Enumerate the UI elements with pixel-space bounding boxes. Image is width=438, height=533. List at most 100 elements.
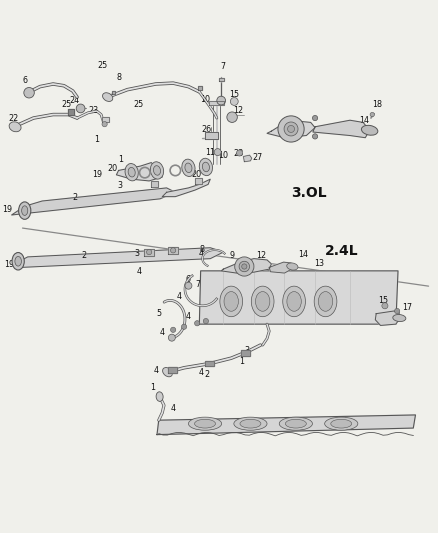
Ellipse shape — [125, 164, 138, 181]
Text: 7: 7 — [221, 62, 226, 71]
Ellipse shape — [12, 253, 24, 270]
Text: 2: 2 — [204, 370, 209, 379]
Ellipse shape — [279, 417, 312, 430]
Ellipse shape — [182, 159, 195, 176]
Text: 4: 4 — [171, 404, 176, 413]
Ellipse shape — [318, 292, 333, 311]
Polygon shape — [102, 117, 109, 123]
Text: 2: 2 — [81, 251, 86, 260]
Ellipse shape — [18, 202, 31, 220]
Circle shape — [168, 334, 175, 341]
Ellipse shape — [361, 125, 378, 135]
Circle shape — [237, 150, 243, 156]
Text: 16: 16 — [381, 315, 391, 324]
Text: 14: 14 — [359, 116, 369, 125]
Ellipse shape — [255, 292, 270, 311]
Ellipse shape — [194, 419, 215, 428]
Ellipse shape — [21, 206, 28, 215]
Polygon shape — [375, 311, 400, 326]
Text: 22: 22 — [9, 114, 19, 123]
Polygon shape — [209, 101, 224, 105]
Text: 17: 17 — [402, 303, 412, 312]
Circle shape — [239, 261, 250, 272]
Polygon shape — [221, 259, 272, 273]
Text: 15: 15 — [229, 90, 239, 99]
Text: 12: 12 — [233, 106, 244, 115]
Text: 6: 6 — [186, 275, 191, 284]
Ellipse shape — [15, 256, 21, 266]
Text: 3: 3 — [244, 346, 250, 355]
Ellipse shape — [234, 417, 267, 430]
Ellipse shape — [9, 122, 21, 132]
Text: 6: 6 — [22, 76, 27, 85]
Text: 1: 1 — [94, 135, 99, 144]
Circle shape — [370, 112, 374, 117]
Polygon shape — [219, 78, 224, 82]
Text: 2.4L: 2.4L — [325, 244, 358, 258]
Text: 19: 19 — [2, 205, 12, 214]
Circle shape — [194, 321, 200, 326]
Text: 2: 2 — [72, 193, 78, 202]
Text: 13: 13 — [314, 259, 325, 268]
Text: 18: 18 — [372, 100, 382, 109]
Ellipse shape — [314, 286, 337, 317]
Circle shape — [382, 303, 388, 309]
Ellipse shape — [286, 419, 306, 428]
Text: 25: 25 — [134, 100, 144, 109]
Text: 11: 11 — [205, 149, 215, 157]
Ellipse shape — [188, 417, 222, 430]
Polygon shape — [241, 350, 250, 356]
Text: 20: 20 — [191, 171, 201, 179]
Text: 5: 5 — [156, 309, 161, 318]
Polygon shape — [168, 247, 178, 254]
Circle shape — [214, 149, 221, 156]
Polygon shape — [151, 181, 158, 187]
Ellipse shape — [185, 163, 192, 173]
Text: 4: 4 — [177, 292, 181, 301]
Ellipse shape — [128, 167, 135, 177]
Ellipse shape — [287, 263, 298, 270]
Circle shape — [288, 125, 294, 133]
Ellipse shape — [162, 368, 173, 377]
Circle shape — [395, 309, 400, 313]
Text: 10: 10 — [219, 151, 228, 160]
Text: 11: 11 — [237, 259, 247, 268]
Ellipse shape — [224, 292, 238, 311]
Polygon shape — [269, 262, 292, 273]
Text: 7: 7 — [195, 280, 201, 289]
Polygon shape — [144, 248, 154, 256]
Circle shape — [185, 282, 192, 289]
Ellipse shape — [199, 158, 212, 176]
Text: 1: 1 — [239, 357, 244, 366]
Ellipse shape — [150, 162, 164, 179]
Text: 23: 23 — [88, 106, 98, 115]
Text: 8: 8 — [200, 245, 205, 254]
Polygon shape — [112, 91, 115, 94]
Circle shape — [76, 104, 85, 113]
Ellipse shape — [283, 286, 305, 317]
Circle shape — [102, 122, 107, 127]
Text: 4: 4 — [198, 368, 203, 377]
Circle shape — [312, 116, 318, 120]
Text: 10: 10 — [200, 95, 210, 104]
Circle shape — [24, 87, 34, 98]
Polygon shape — [199, 271, 398, 324]
Text: 20: 20 — [107, 164, 117, 173]
Text: 28: 28 — [233, 149, 244, 158]
Ellipse shape — [251, 286, 274, 317]
Circle shape — [147, 249, 152, 255]
Ellipse shape — [156, 392, 163, 401]
Polygon shape — [157, 415, 416, 434]
Polygon shape — [168, 367, 177, 373]
Polygon shape — [12, 188, 175, 215]
Text: 24: 24 — [70, 96, 80, 105]
Text: 14: 14 — [298, 250, 308, 259]
Text: 9: 9 — [230, 251, 235, 260]
Text: 1: 1 — [118, 155, 123, 164]
Circle shape — [217, 96, 226, 105]
Polygon shape — [195, 179, 202, 184]
Ellipse shape — [102, 93, 113, 101]
Polygon shape — [198, 86, 201, 90]
Circle shape — [227, 112, 237, 123]
Circle shape — [242, 264, 247, 269]
